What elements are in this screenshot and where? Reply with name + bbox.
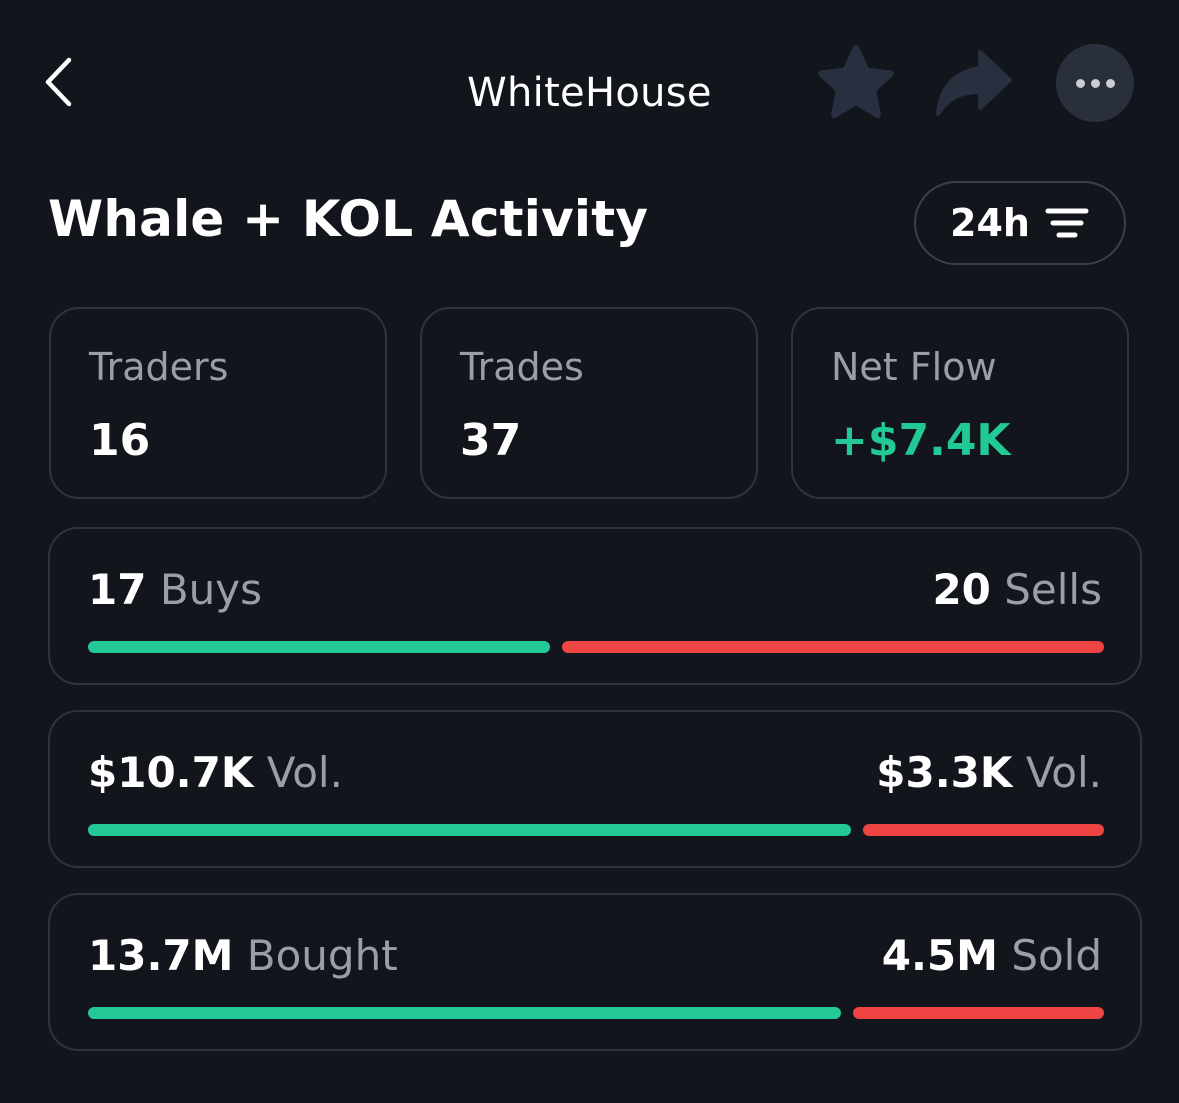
share-arrow-icon bbox=[936, 50, 1012, 116]
buy-volume-label: Vol. bbox=[266, 748, 343, 797]
sell-bar bbox=[853, 1007, 1104, 1019]
chevron-left-icon bbox=[45, 57, 72, 107]
sell-volume-value: $3.3K bbox=[876, 748, 1013, 797]
stat-value: 37 bbox=[460, 415, 522, 466]
top-bar: WhiteHouse bbox=[0, 0, 1179, 170]
back-button[interactable] bbox=[34, 52, 82, 112]
sell-volume-summary: $3.3K Vol. bbox=[876, 748, 1102, 797]
ratio-bar bbox=[88, 824, 1104, 836]
favorite-button[interactable] bbox=[812, 40, 900, 126]
sold-label: Sold bbox=[1011, 931, 1102, 980]
buys-label: Buys bbox=[159, 565, 262, 614]
sell-volume-label: Vol. bbox=[1025, 748, 1102, 797]
more-dots-icon-dot bbox=[1105, 78, 1115, 88]
sell-bar bbox=[562, 641, 1104, 653]
buy-volume-value: $10.7K bbox=[88, 748, 254, 797]
stat-card-net-flow: Net Flow +$7.4K bbox=[791, 307, 1129, 499]
sold-value: 4.5M bbox=[881, 931, 998, 980]
buys-count: 17 bbox=[88, 565, 147, 614]
more-options-button[interactable] bbox=[1056, 44, 1134, 122]
ratio-bar bbox=[88, 1007, 1104, 1019]
volume-row: $10.7K Vol. $3.3K Vol. bbox=[48, 710, 1142, 868]
buy-volume-summary: $10.7K Vol. bbox=[88, 748, 343, 797]
buy-bar bbox=[88, 1007, 841, 1019]
sell-bar bbox=[863, 824, 1104, 836]
stat-value: 16 bbox=[89, 415, 151, 466]
time-range-filter-button[interactable]: 24h bbox=[914, 181, 1126, 265]
time-range-label: 24h bbox=[950, 201, 1030, 245]
page-title: WhiteHouse bbox=[467, 70, 712, 116]
buys-summary: 17 Buys bbox=[88, 565, 262, 614]
ratio-bar bbox=[88, 641, 1104, 653]
buy-bar bbox=[88, 641, 550, 653]
buys-sells-row: 17 Buys 20 Sells bbox=[48, 527, 1142, 685]
sold-summary: 4.5M Sold bbox=[882, 931, 1102, 980]
share-button[interactable] bbox=[930, 44, 1018, 120]
filter-lines-icon bbox=[1045, 208, 1089, 238]
bought-label: Bought bbox=[246, 931, 398, 980]
stat-card-traders: Traders 16 bbox=[49, 307, 387, 499]
stat-label: Trades bbox=[460, 345, 584, 389]
star-icon bbox=[818, 45, 894, 118]
sells-label: Sells bbox=[1004, 565, 1102, 614]
section-title: Whale + KOL Activity bbox=[48, 190, 649, 248]
bought-value: 13.7M bbox=[88, 931, 234, 980]
more-dots-icon-dot bbox=[1090, 78, 1100, 88]
stat-value: +$7.4K bbox=[831, 415, 1011, 466]
sells-summary: 20 Sells bbox=[932, 565, 1102, 614]
stat-label: Traders bbox=[89, 345, 229, 389]
stat-card-trades: Trades 37 bbox=[420, 307, 758, 499]
sells-count: 20 bbox=[932, 565, 991, 614]
tokens-row: 13.7M Bought 4.5M Sold bbox=[48, 893, 1142, 1051]
more-dots-icon bbox=[1075, 78, 1085, 88]
bought-summary: 13.7M Bought bbox=[88, 931, 398, 980]
buy-bar bbox=[88, 824, 851, 836]
stat-label: Net Flow bbox=[831, 345, 997, 389]
